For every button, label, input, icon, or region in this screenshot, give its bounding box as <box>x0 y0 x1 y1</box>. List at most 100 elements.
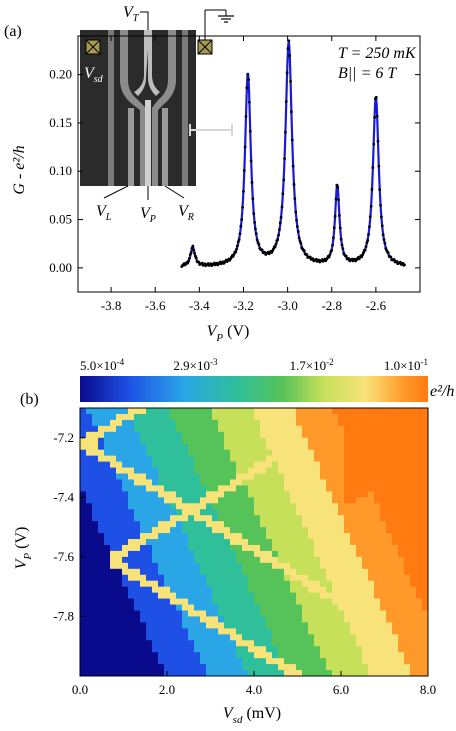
heatmap-cell <box>152 485 159 492</box>
heatmap-cell <box>326 509 333 516</box>
heatmap-cell <box>200 580 207 588</box>
heatmap-cell <box>278 485 285 492</box>
heatmap-cell <box>86 503 93 510</box>
heatmap-cell <box>188 568 195 576</box>
heatmap-cell <box>296 485 303 492</box>
heatmap-cell <box>116 467 123 475</box>
heatmap-cell <box>230 610 237 618</box>
heatmap-cell <box>128 509 135 516</box>
heatmap-cell <box>290 574 297 582</box>
heatmap-cell <box>416 419 423 427</box>
heatmap-cell <box>242 616 249 623</box>
heatmap-cell <box>416 622 423 629</box>
heatmap-cell <box>206 586 213 594</box>
heatmap-cell <box>398 616 405 623</box>
heatmap-cell <box>230 622 237 629</box>
heatmap-cell <box>236 550 243 558</box>
heatmap-cell <box>338 449 345 457</box>
heatmap-cell <box>146 419 153 427</box>
heatmap-cell <box>380 646 387 653</box>
heatmap-cell <box>224 598 231 606</box>
heatmap-cell <box>146 413 153 421</box>
heatmap-cell <box>344 455 351 463</box>
heatmap-cell <box>80 640 87 647</box>
heatmap-cell <box>134 425 141 433</box>
heatmap-cell <box>128 616 135 623</box>
heatmap-cell <box>242 670 249 676</box>
heatmap-cell <box>320 491 327 498</box>
heatmap-cell <box>380 527 387 534</box>
heatmap-cell <box>152 592 159 600</box>
x-tick-label: -2.8 <box>321 298 342 313</box>
data-point <box>376 139 380 143</box>
heatmap-cell <box>164 568 171 576</box>
heatmap-cell <box>302 461 309 469</box>
heatmap-cell <box>254 634 261 641</box>
heatmap-cell <box>302 586 309 594</box>
heatmap-cell <box>368 485 375 492</box>
heatmap-cell <box>404 408 411 415</box>
heatmap-cell <box>380 479 387 487</box>
heatmap-cell <box>416 527 423 534</box>
heatmap-cell <box>314 658 321 665</box>
heatmap-cell <box>164 473 171 481</box>
heatmap-cell <box>344 425 351 433</box>
heatmap-cell <box>128 550 135 558</box>
heatmap-cell <box>176 527 183 534</box>
heatmap-cell <box>254 646 261 653</box>
data-point <box>250 181 254 184</box>
heatmap-cell <box>170 431 177 439</box>
heatmap-cell <box>242 449 249 457</box>
heatmap-cell <box>206 628 213 635</box>
heatmap-cell <box>98 437 105 445</box>
heatmap-cell <box>272 622 279 629</box>
heatmap-cell <box>170 461 177 469</box>
heatmap-cell <box>332 550 339 558</box>
heatmap-cell <box>176 443 183 451</box>
heatmap-cell <box>380 437 387 445</box>
heatmap-cell <box>152 574 159 582</box>
heatmap-cell <box>128 544 135 552</box>
heatmap-cell <box>272 419 279 427</box>
heatmap-cell <box>260 664 267 671</box>
heatmap-cell <box>212 509 219 516</box>
heatmap-cell <box>302 646 309 653</box>
heatmap-cell <box>332 568 339 576</box>
heatmap-cell <box>380 461 387 469</box>
heatmap-cell <box>260 652 267 659</box>
heatmap-cell <box>182 408 189 415</box>
heatmap-cell <box>254 527 261 534</box>
heatmap-cell <box>140 443 147 451</box>
heatmap-cell <box>362 491 369 498</box>
heatmap-cell <box>266 574 273 582</box>
heatmap-cell <box>116 539 123 546</box>
heatmap-cell <box>422 521 428 528</box>
data-point <box>248 129 252 133</box>
heatmap-cell <box>218 455 225 463</box>
heatmap-cell <box>254 652 261 659</box>
x-tick-label: 2.0 <box>159 682 175 697</box>
heatmap-cell <box>146 598 153 606</box>
heatmap-cell <box>254 550 261 558</box>
heatmap-cell <box>338 503 345 510</box>
heatmap-cell <box>140 449 147 457</box>
heatmap-cell <box>152 634 159 641</box>
heatmap-cell <box>368 556 375 564</box>
heatmap-cell <box>320 634 327 641</box>
heatmap-cell <box>194 533 201 540</box>
heatmap-cell <box>350 556 357 564</box>
heatmap-cell <box>278 449 285 457</box>
heatmap-cell <box>362 539 369 546</box>
heatmap-cell <box>410 550 417 558</box>
heatmap-cell <box>410 670 417 676</box>
heatmap-cell <box>422 479 428 487</box>
heatmap-cell <box>404 473 411 481</box>
heatmap-cell <box>128 610 135 618</box>
heatmap-cell <box>212 419 219 427</box>
heatmap <box>80 408 428 676</box>
heatmap-cell <box>86 437 93 445</box>
heatmap-cell <box>212 437 219 445</box>
heatmap-cell <box>194 479 201 487</box>
heatmap-cell <box>170 467 177 475</box>
heatmap-cell <box>122 550 129 558</box>
